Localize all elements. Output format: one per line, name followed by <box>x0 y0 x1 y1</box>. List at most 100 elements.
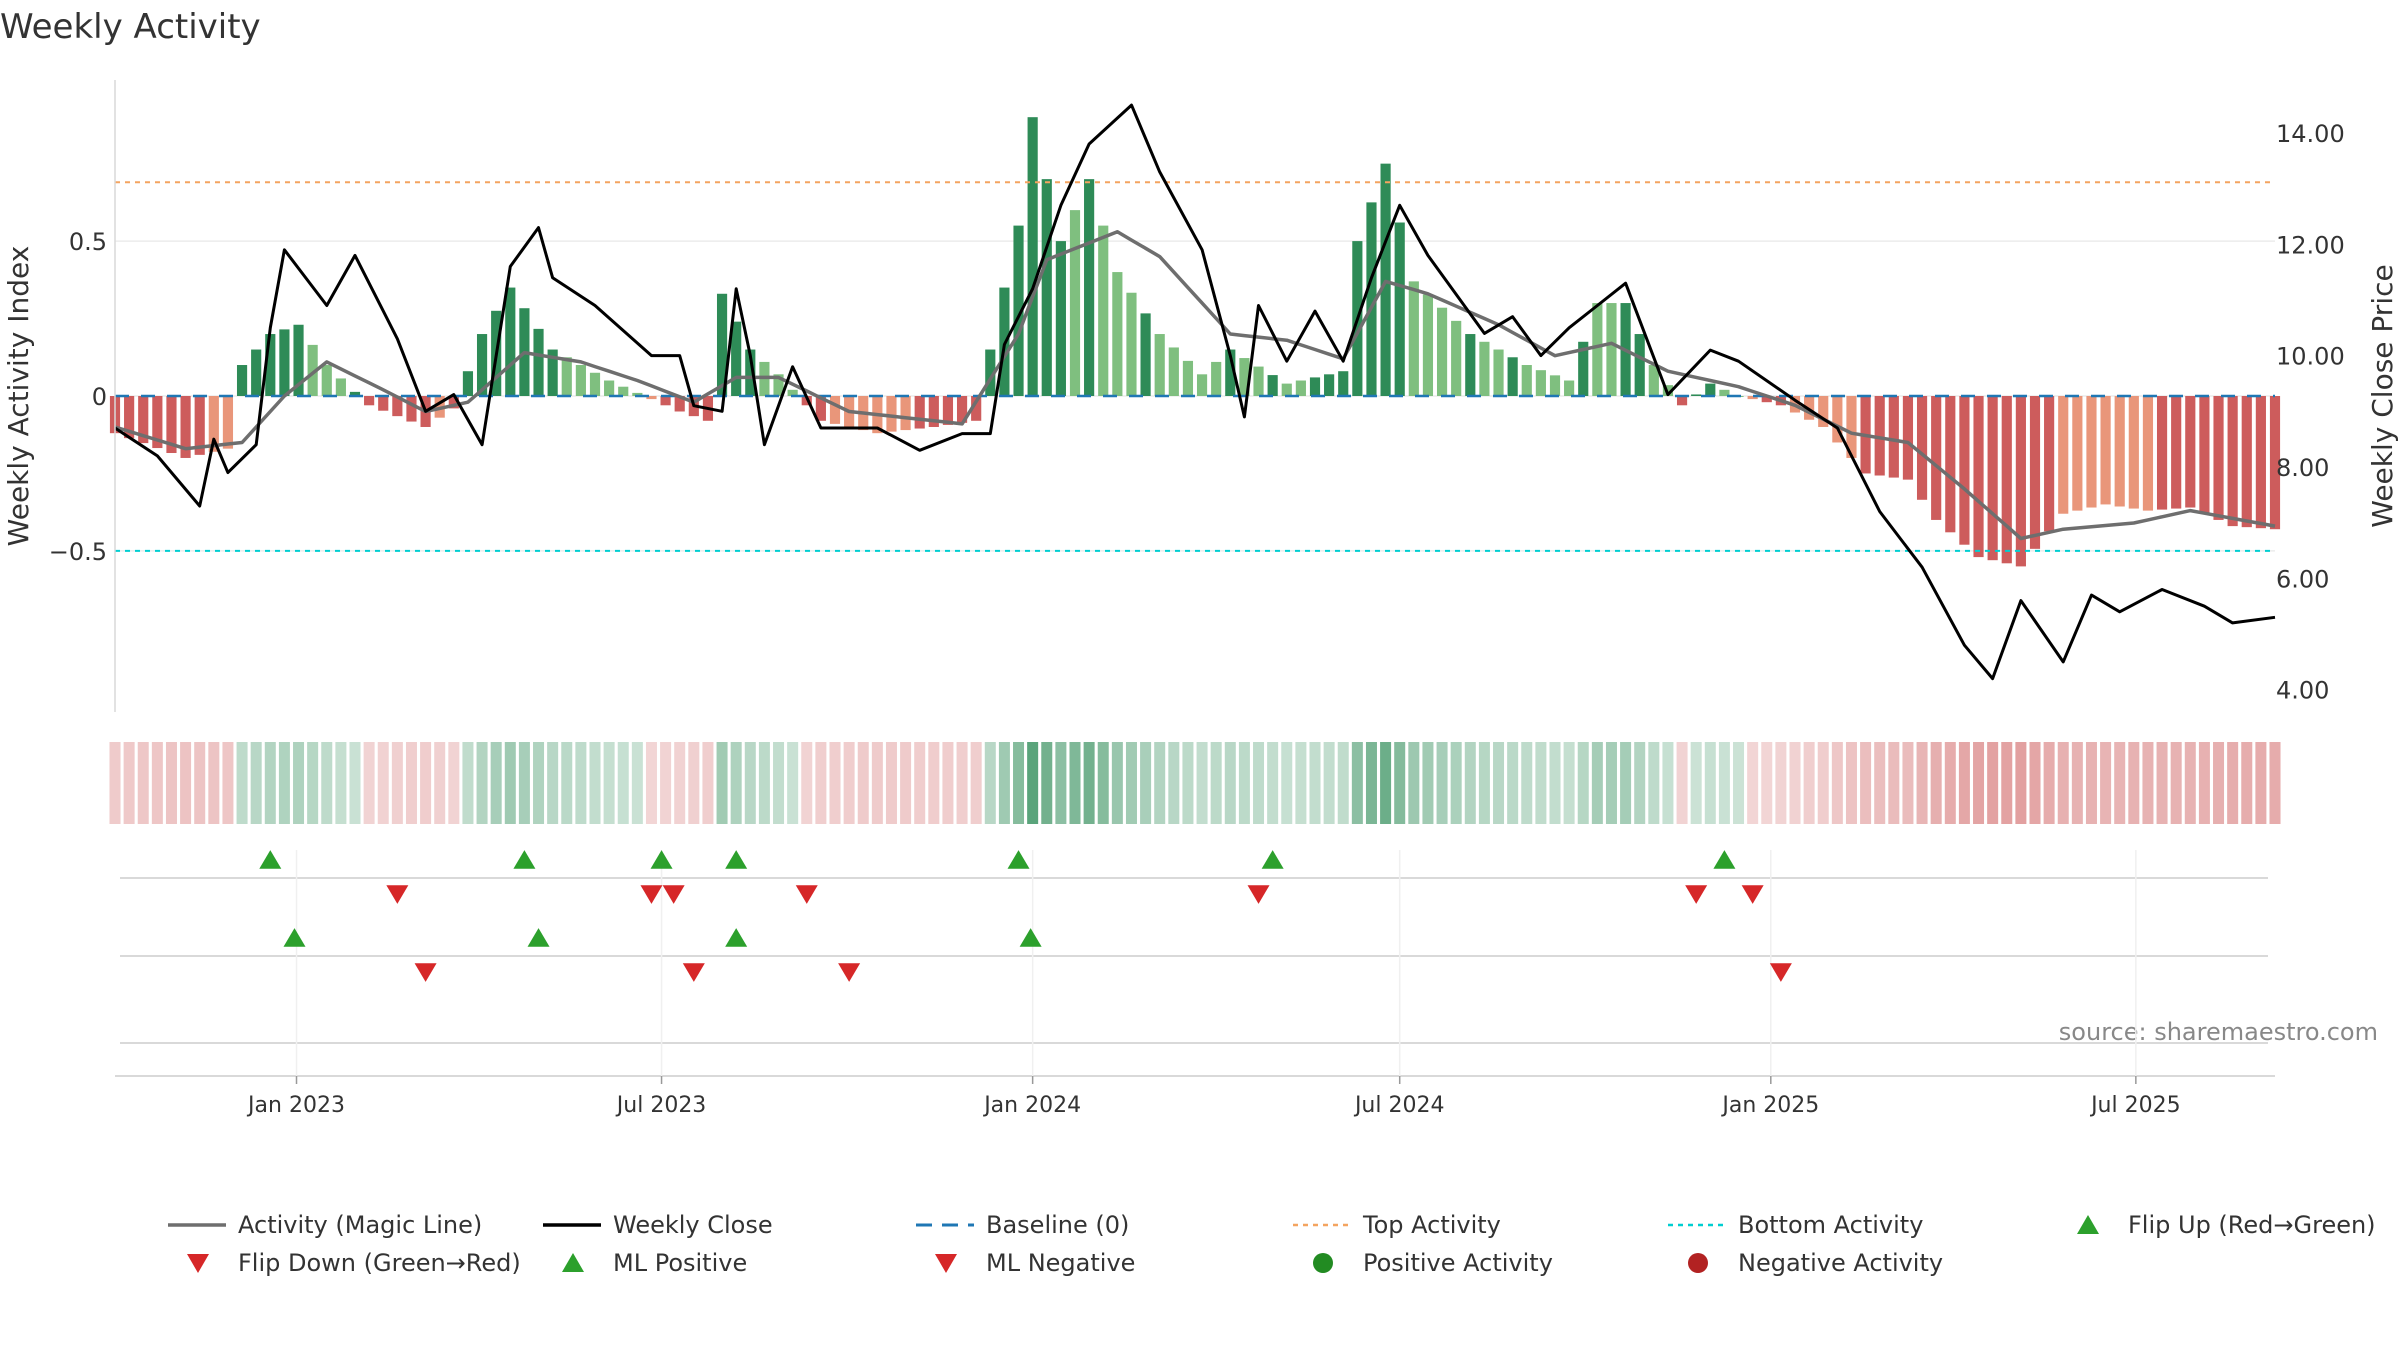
activity-bar-112 <box>1691 394 1702 396</box>
activity-bar-26 <box>476 334 488 396</box>
heat-cell-118 <box>1775 742 1787 824</box>
heat-cell-6 <box>194 742 206 824</box>
heat-cell-94 <box>1436 742 1448 824</box>
heat-cell-136 <box>2029 742 2041 824</box>
activity-bar-100 <box>1521 365 1532 396</box>
x-tick-label-5: Jul 2025 <box>2089 1093 2181 1118</box>
activity-bar-152 <box>2255 396 2266 529</box>
heat-cell-56 <box>900 742 912 824</box>
legend-label-9: Positive Activity <box>1363 1249 1553 1277</box>
heat-cell-41 <box>688 742 700 824</box>
heat-cell-151 <box>2241 742 2253 824</box>
activity-bar-151 <box>2241 396 2252 528</box>
heat-cell-39 <box>660 742 672 824</box>
heat-cell-62 <box>984 742 996 824</box>
heat-cell-76 <box>1182 742 1194 824</box>
heat-cell-8 <box>222 742 234 824</box>
activity-bar-141 <box>2100 396 2111 505</box>
ml-positive-marker-2 <box>725 928 748 947</box>
y-tick-right-0: 14.00 <box>2276 120 2345 148</box>
heat-cell-117 <box>1761 742 1773 824</box>
heat-cell-103 <box>1563 742 1575 824</box>
x-tick-label-1: Jul 2023 <box>615 1093 707 1118</box>
activity-bar-21 <box>406 396 417 422</box>
heat-cell-42 <box>702 742 714 824</box>
heat-cell-131 <box>1958 742 1970 824</box>
heat-cell-40 <box>674 742 686 824</box>
activity-bar-8 <box>222 396 234 449</box>
heat-cell-67 <box>1055 742 1067 824</box>
legend-label-8: ML Negative <box>986 1249 1135 1277</box>
activity-bar-44 <box>731 321 742 396</box>
heat-cell-18 <box>363 742 375 824</box>
heat-cell-145 <box>2156 742 2168 824</box>
heat-cell-71 <box>1111 742 1123 824</box>
heat-cell-23 <box>434 742 446 824</box>
activity-bar-20 <box>392 396 403 417</box>
heat-cell-146 <box>2170 742 2182 824</box>
heat-cell-79 <box>1224 742 1236 824</box>
heat-cell-98 <box>1493 742 1505 824</box>
activity-bar-101 <box>1535 370 1546 396</box>
heat-cell-10 <box>250 742 262 824</box>
activity-bar-105 <box>1592 303 1603 396</box>
legend-swatch-8 <box>935 1254 957 1273</box>
activity-bar-60 <box>956 396 968 423</box>
heat-cell-59 <box>942 742 954 824</box>
heat-cell-150 <box>2227 742 2239 824</box>
activity-bar-17 <box>349 391 361 396</box>
heat-cell-85 <box>1309 742 1321 824</box>
activity-bar-96 <box>1465 334 1476 396</box>
heat-cell-141 <box>2100 742 2112 824</box>
heat-cell-132 <box>1973 742 1985 824</box>
heat-cell-50 <box>815 742 827 824</box>
heat-cell-137 <box>2043 742 2055 824</box>
heat-cell-44 <box>730 742 742 824</box>
activity-bar-121 <box>1818 396 1829 427</box>
activity-bar-3 <box>152 396 163 449</box>
heat-cell-2 <box>137 742 149 824</box>
activity-bar-128 <box>1916 396 1928 500</box>
activity-bar-146 <box>2171 396 2182 509</box>
heat-cell-144 <box>2142 742 2154 824</box>
heat-cell-125 <box>1874 742 1886 824</box>
heat-cell-53 <box>857 742 869 824</box>
activity-bar-50 <box>815 396 826 421</box>
activity-bar-84 <box>1295 380 1306 396</box>
heat-cell-3 <box>151 742 163 824</box>
heat-cell-102 <box>1549 742 1561 824</box>
heat-cell-16 <box>335 742 347 824</box>
activity-bar-30 <box>533 328 544 396</box>
heat-cell-121 <box>1817 742 1829 824</box>
reference-lines <box>115 181 2275 552</box>
activity-bar-82 <box>1267 375 1278 396</box>
heat-cell-139 <box>2071 742 2083 824</box>
legend-swatch-5 <box>2077 1215 2099 1234</box>
activity-bar-147 <box>2185 396 2196 508</box>
heat-cell-133 <box>1987 742 1999 824</box>
axes: 0.5 0 −0.5 14.00 12.00 10.00 8.00 6.00 4.00 <box>49 80 2345 712</box>
heat-cell-120 <box>1803 742 1815 824</box>
legend-label-5: Flip Up (Red→Green) <box>2128 1211 2376 1239</box>
heat-cell-116 <box>1747 742 1759 824</box>
heat-cell-100 <box>1521 742 1533 824</box>
heat-cell-29 <box>518 742 530 824</box>
activity-bar-92 <box>1408 281 1419 396</box>
activity-bar-12 <box>279 329 290 396</box>
activity-bar-145 <box>2156 396 2168 510</box>
heat-cell-15 <box>321 742 333 824</box>
legend-swatch-6 <box>187 1254 209 1273</box>
heat-cell-66 <box>1041 742 1053 824</box>
activity-bar-87 <box>1338 371 1349 396</box>
heat-cell-80 <box>1238 742 1250 824</box>
heat-cell-43 <box>716 742 728 824</box>
heat-cell-147 <box>2184 742 2196 824</box>
activity-bar-47 <box>773 374 784 396</box>
legend-label-7: ML Positive <box>613 1249 747 1277</box>
flip-down-marker-2 <box>662 885 685 904</box>
heat-cell-47 <box>773 742 785 824</box>
magic-line <box>114 230 2276 541</box>
activity-bar-25 <box>462 371 474 396</box>
heat-cell-48 <box>787 742 799 824</box>
heat-cell-112 <box>1690 742 1702 824</box>
